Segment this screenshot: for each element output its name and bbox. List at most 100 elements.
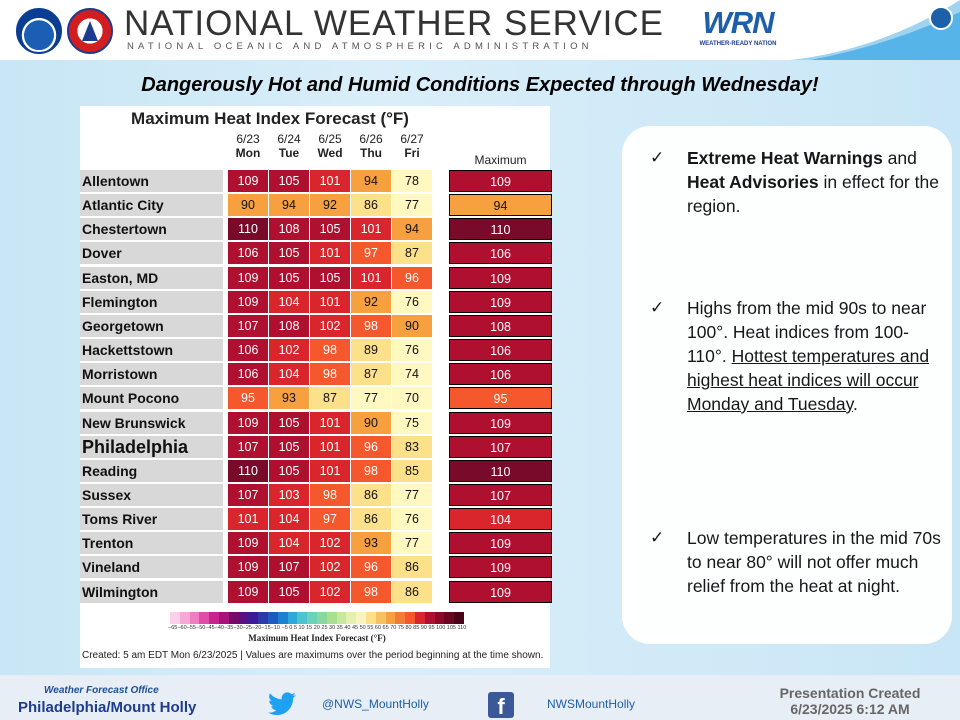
day-header: 6/23 Mon xyxy=(228,132,268,160)
table-row: Chestertown 110 108 105 101 94 110 xyxy=(80,218,552,241)
heat-index-cell: 93 xyxy=(269,387,309,410)
location-name: Toms River xyxy=(80,508,223,531)
heat-index-cell: 90 xyxy=(351,411,391,434)
heat-index-cell: 109 xyxy=(228,411,268,434)
legend-swatch xyxy=(434,612,445,624)
presentation-created: Presentation Created 6/23/2025 6:12 AM xyxy=(740,685,960,717)
maximum-cell: 106 xyxy=(449,242,552,265)
hottest-days-text: Hottest temperatures and highest heat in… xyxy=(687,346,930,414)
heat-index-cell: 108 xyxy=(269,218,309,241)
legend-swatch xyxy=(297,612,308,624)
legend-swatch xyxy=(346,612,357,624)
heat-index-cell: 86 xyxy=(351,508,391,531)
heat-index-forecast-table: Maximum Heat Index Forecast (°F) 6/23 Mon… xyxy=(80,106,552,668)
legend-swatch xyxy=(336,612,347,624)
table-row: New Brunswick 109 105 101 90 75 109 xyxy=(80,411,552,434)
heat-index-cell: 107 xyxy=(228,314,268,337)
location-name: Mount Pocono xyxy=(80,387,223,410)
heat-index-cell: 110 xyxy=(228,218,268,241)
legend-swatch xyxy=(228,612,239,624)
heat-index-cell: 104 xyxy=(269,290,309,313)
day-date: 6/24 xyxy=(277,132,301,146)
maximum-cell: 109 xyxy=(449,170,552,192)
heat-index-cell: 87 xyxy=(351,363,391,386)
presentation-created-date: 6/23/2025 6:12 AM xyxy=(790,701,910,717)
heat-index-cell: 98 xyxy=(351,314,391,337)
location-name: Hackettstown xyxy=(80,339,223,362)
day-header: 6/26 Thu xyxy=(351,132,391,160)
legend-swatch xyxy=(454,612,464,624)
heat-index-cell: 101 xyxy=(351,218,391,241)
location-name: Vineland xyxy=(80,556,223,579)
twitter-handle[interactable]: @NWS_MountHolly xyxy=(322,697,429,711)
day-weekday: Fri xyxy=(404,146,420,160)
highs-text: Highs from the mid 90s to near 100°. Hea… xyxy=(687,298,927,366)
agency-subtitle: NATIONAL OCEANIC AND ATMOSPHERIC ADMINIS… xyxy=(127,41,593,52)
legend-swatch xyxy=(218,612,229,624)
location-name: Sussex xyxy=(80,483,223,506)
heat-index-cell: 105 xyxy=(269,411,309,434)
heat-index-cell: 109 xyxy=(228,532,268,555)
legend-swatch xyxy=(179,612,190,624)
heat-index-cell: 76 xyxy=(392,290,432,313)
location-name: Georgetown xyxy=(80,314,223,337)
location-name: Chestertown xyxy=(80,218,223,241)
heat-index-cell: 105 xyxy=(269,266,309,289)
heat-index-cell: 98 xyxy=(310,363,350,386)
check-icon: ✓ xyxy=(650,528,665,547)
legend-swatch xyxy=(209,612,219,624)
maximum-cell: 108 xyxy=(449,314,552,337)
header-swoosh-decoration xyxy=(790,0,960,60)
twitter-icon[interactable] xyxy=(268,692,296,716)
heat-index-cell: 109 xyxy=(228,556,268,579)
legend-swatch xyxy=(199,612,210,624)
legend-swatch xyxy=(414,612,425,624)
heat-index-cell: 75 xyxy=(392,411,432,434)
facebook-icon[interactable]: f xyxy=(488,692,514,719)
maximum-cell: 110 xyxy=(449,459,552,482)
heat-index-cell: 77 xyxy=(392,194,432,217)
maximum-cell: 106 xyxy=(449,339,552,362)
legend-swatch xyxy=(395,612,406,624)
header: NATIONAL WEATHER SERVICE NATIONAL OCEANI… xyxy=(0,0,960,60)
heat-index-cell: 105 xyxy=(269,435,309,458)
bullet-tail: in effect for the region. xyxy=(687,172,939,216)
heat-index-cell: 96 xyxy=(351,556,391,579)
heat-index-cell: 83 xyxy=(392,435,432,458)
legend-swatch xyxy=(385,612,396,624)
facebook-handle[interactable]: NWSMountHolly xyxy=(547,697,636,711)
table-row: Dover 106 105 101 97 87 106 xyxy=(80,242,552,265)
heat-index-cell: 78 xyxy=(392,170,432,192)
heat-index-cell: 102 xyxy=(310,532,350,555)
heat-index-cell: 97 xyxy=(351,242,391,265)
maximum-cell: 109 xyxy=(449,266,552,289)
bullet-warnings-text: Extreme Heat Warnings and Heat Advisorie… xyxy=(687,146,947,218)
day-header: 6/27 Fri xyxy=(392,132,432,160)
heat-index-cell: 101 xyxy=(310,435,350,458)
heat-index-cell: 101 xyxy=(310,242,350,265)
table-row: Trenton 109 104 102 93 77 109 xyxy=(80,532,552,555)
heat-index-cell: 86 xyxy=(392,580,432,603)
heat-index-cell: 105 xyxy=(269,459,309,482)
wrn-logo-text: WRN xyxy=(702,5,774,40)
legend-swatch xyxy=(444,612,455,624)
heat-index-cell: 90 xyxy=(392,314,432,337)
location-name: Allentown xyxy=(80,170,223,192)
heat-index-cell: 94 xyxy=(351,170,391,192)
heat-index-cell: 110 xyxy=(228,459,268,482)
maximum-cell: 109 xyxy=(449,411,552,434)
day-date: 6/23 xyxy=(236,132,260,146)
created-note: Created: 5 am EDT Mon 6/23/2025 | Values… xyxy=(82,650,544,661)
table-row: Sussex 107 103 98 86 77 107 xyxy=(80,483,552,506)
heat-index-cell: 95 xyxy=(228,387,268,410)
heat-advisories-text: Heat Advisories xyxy=(687,172,819,192)
table-row: Georgetown 107 108 102 98 90 108 xyxy=(80,314,552,337)
heat-index-cell: 105 xyxy=(310,266,350,289)
location-name: Trenton xyxy=(80,532,223,555)
heat-index-cell: 106 xyxy=(228,242,268,265)
day-weekday: Thu xyxy=(360,146,382,160)
heat-index-cell: 98 xyxy=(351,580,391,603)
agency-title: NATIONAL WEATHER SERVICE xyxy=(124,4,665,43)
table-row: Toms River 101 104 97 86 76 104 xyxy=(80,508,552,531)
maximum-cell: 95 xyxy=(449,387,552,410)
